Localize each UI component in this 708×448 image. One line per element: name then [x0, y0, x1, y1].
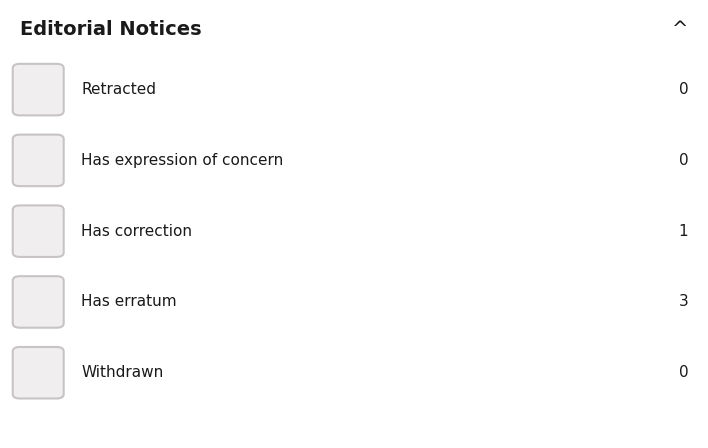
FancyBboxPatch shape: [13, 134, 64, 186]
FancyBboxPatch shape: [13, 64, 64, 115]
FancyBboxPatch shape: [13, 276, 64, 327]
FancyBboxPatch shape: [13, 205, 64, 257]
Text: 0: 0: [678, 365, 688, 380]
Text: Retracted: Retracted: [81, 82, 156, 97]
Text: Has erratum: Has erratum: [81, 294, 177, 310]
Text: 0: 0: [678, 82, 688, 97]
Text: 3: 3: [678, 294, 688, 310]
Text: 0: 0: [678, 153, 688, 168]
FancyBboxPatch shape: [13, 347, 64, 399]
Text: ^: ^: [672, 20, 688, 39]
Text: Has expression of concern: Has expression of concern: [81, 153, 284, 168]
Text: Withdrawn: Withdrawn: [81, 365, 164, 380]
Text: Editorial Notices: Editorial Notices: [20, 20, 202, 39]
Text: 1: 1: [678, 224, 688, 239]
Text: Has correction: Has correction: [81, 224, 193, 239]
